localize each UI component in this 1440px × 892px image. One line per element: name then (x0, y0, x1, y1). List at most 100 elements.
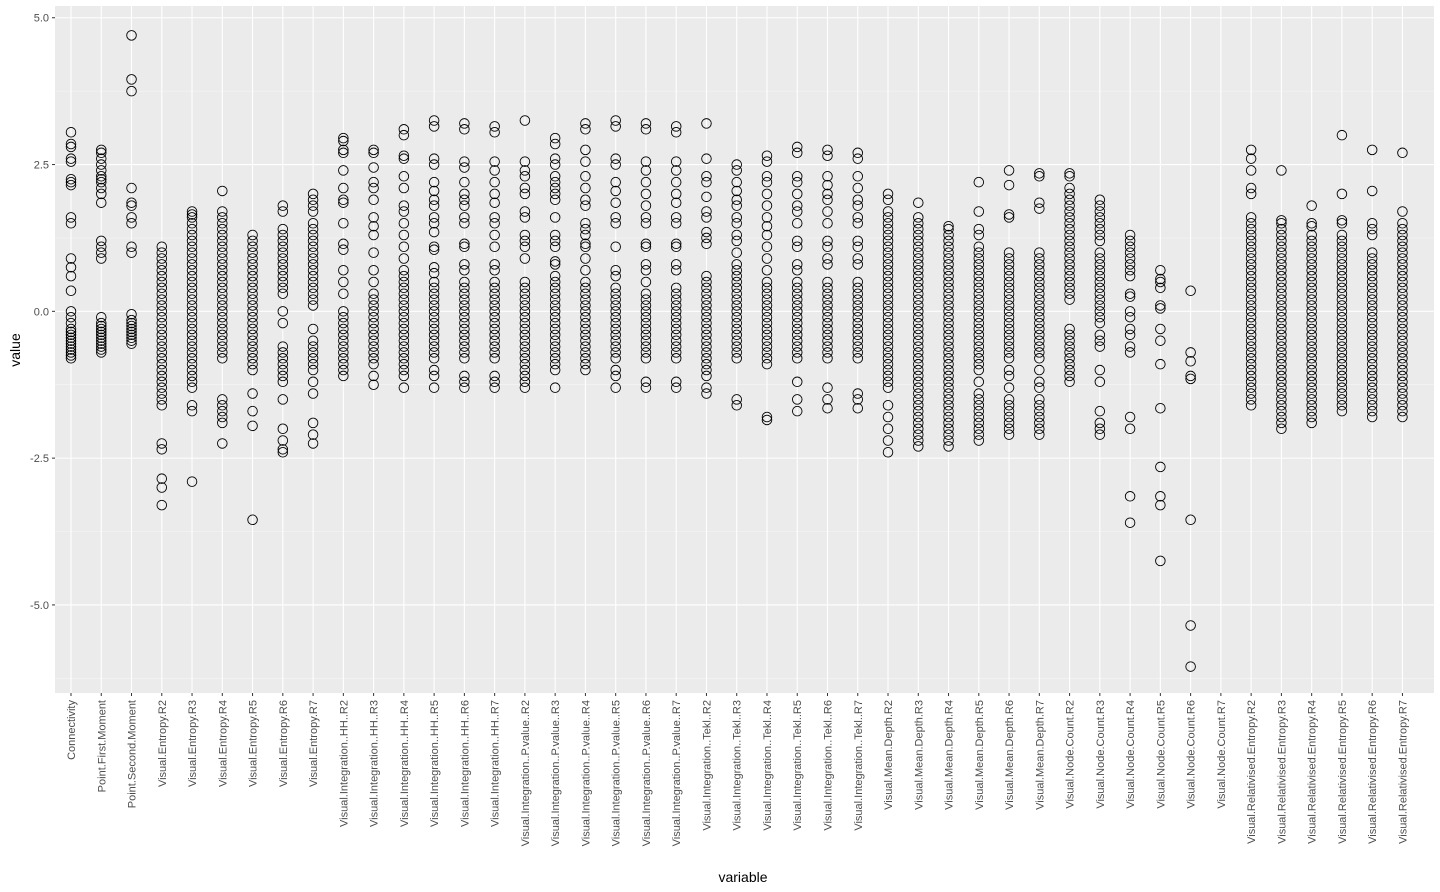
data-point (459, 382, 470, 393)
data-point (1155, 273, 1166, 285)
data-point (791, 282, 803, 294)
data-point (1245, 311, 1257, 323)
data-point (1064, 223, 1075, 235)
data-point (217, 438, 228, 449)
data-point (1064, 335, 1075, 346)
data-point (96, 235, 107, 247)
data-point (368, 335, 379, 346)
data-point (489, 288, 500, 299)
data-point (459, 335, 470, 346)
data-point (1003, 259, 1015, 270)
data-point (1306, 200, 1317, 211)
data-point (1397, 306, 1408, 317)
data-point (640, 124, 652, 135)
data-point (519, 188, 531, 200)
data-point (1034, 171, 1045, 182)
data-point (1397, 276, 1408, 288)
data-point (459, 118, 470, 129)
data-point (156, 241, 168, 252)
data-point (459, 282, 470, 294)
data-point (1306, 259, 1317, 270)
data-point (186, 241, 198, 252)
data-point (65, 156, 77, 167)
data-point (761, 253, 773, 264)
x-tick-label: Visual.Relativised.Entropy.R6 (1367, 700, 1379, 844)
data-point (1155, 276, 1166, 288)
data-point (428, 347, 440, 358)
data-point (1397, 370, 1408, 382)
data-point (1245, 264, 1257, 276)
data-point (549, 347, 561, 358)
data-point (65, 153, 77, 164)
data-point (1306, 264, 1317, 276)
data-point (882, 400, 894, 411)
data-point (65, 176, 77, 188)
data-point (519, 353, 531, 364)
data-point (913, 288, 924, 299)
data-point (701, 364, 712, 376)
data-point (791, 341, 803, 352)
data-point (489, 188, 500, 200)
data-point (1003, 179, 1015, 191)
data-point (549, 188, 561, 200)
data-point (822, 206, 833, 217)
data-point (913, 259, 924, 270)
data-point (1124, 259, 1136, 270)
data-point (1276, 353, 1287, 364)
x-tick-label: Visual.Integration..Tekl..R4 (762, 700, 774, 831)
data-point (156, 264, 168, 276)
x-tick-label: Visual.Integration..P.value..R3 (550, 700, 562, 846)
data-point (549, 276, 561, 288)
data-point (822, 353, 833, 364)
data-point (126, 85, 137, 97)
data-point (1064, 259, 1075, 270)
data-point (96, 341, 107, 352)
data-point (882, 276, 894, 288)
data-point (882, 353, 894, 364)
data-point (338, 264, 349, 276)
data-point (1397, 235, 1408, 247)
data-point (1276, 382, 1287, 393)
data-point (217, 282, 228, 294)
data-point (1245, 358, 1257, 370)
data-point (338, 323, 349, 335)
data-point (156, 347, 168, 358)
data-point (307, 417, 319, 429)
data-point (913, 197, 924, 208)
data-point (1306, 405, 1317, 417)
data-point (973, 347, 985, 358)
data-point (852, 288, 864, 299)
data-point (277, 370, 289, 382)
data-point (882, 247, 894, 258)
data-point (1155, 555, 1166, 567)
data-point (549, 176, 561, 188)
data-point (701, 226, 712, 238)
data-point (1094, 235, 1106, 247)
data-point (943, 388, 954, 399)
data-point (1276, 423, 1287, 435)
data-point (670, 176, 682, 188)
data-point (549, 229, 561, 241)
data-point (731, 200, 742, 211)
data-point (1003, 405, 1015, 417)
data-point (731, 329, 742, 341)
y-tick-label: 0.0 (34, 306, 49, 318)
minor-grid (55, 90, 1434, 679)
data-point (791, 300, 803, 311)
data-point (640, 259, 652, 270)
data-point (943, 247, 954, 258)
data-point (1034, 259, 1045, 270)
data-point (489, 317, 500, 329)
data-point (489, 276, 500, 288)
data-point (670, 264, 682, 276)
data-point (217, 335, 228, 346)
data-point (1094, 200, 1106, 211)
data-point (398, 270, 410, 282)
data-point (1003, 341, 1015, 352)
data-point (852, 294, 864, 305)
data-point (65, 317, 77, 329)
data-point (307, 270, 319, 282)
data-point (549, 159, 561, 170)
data-point (822, 347, 833, 358)
data-point (156, 306, 168, 317)
